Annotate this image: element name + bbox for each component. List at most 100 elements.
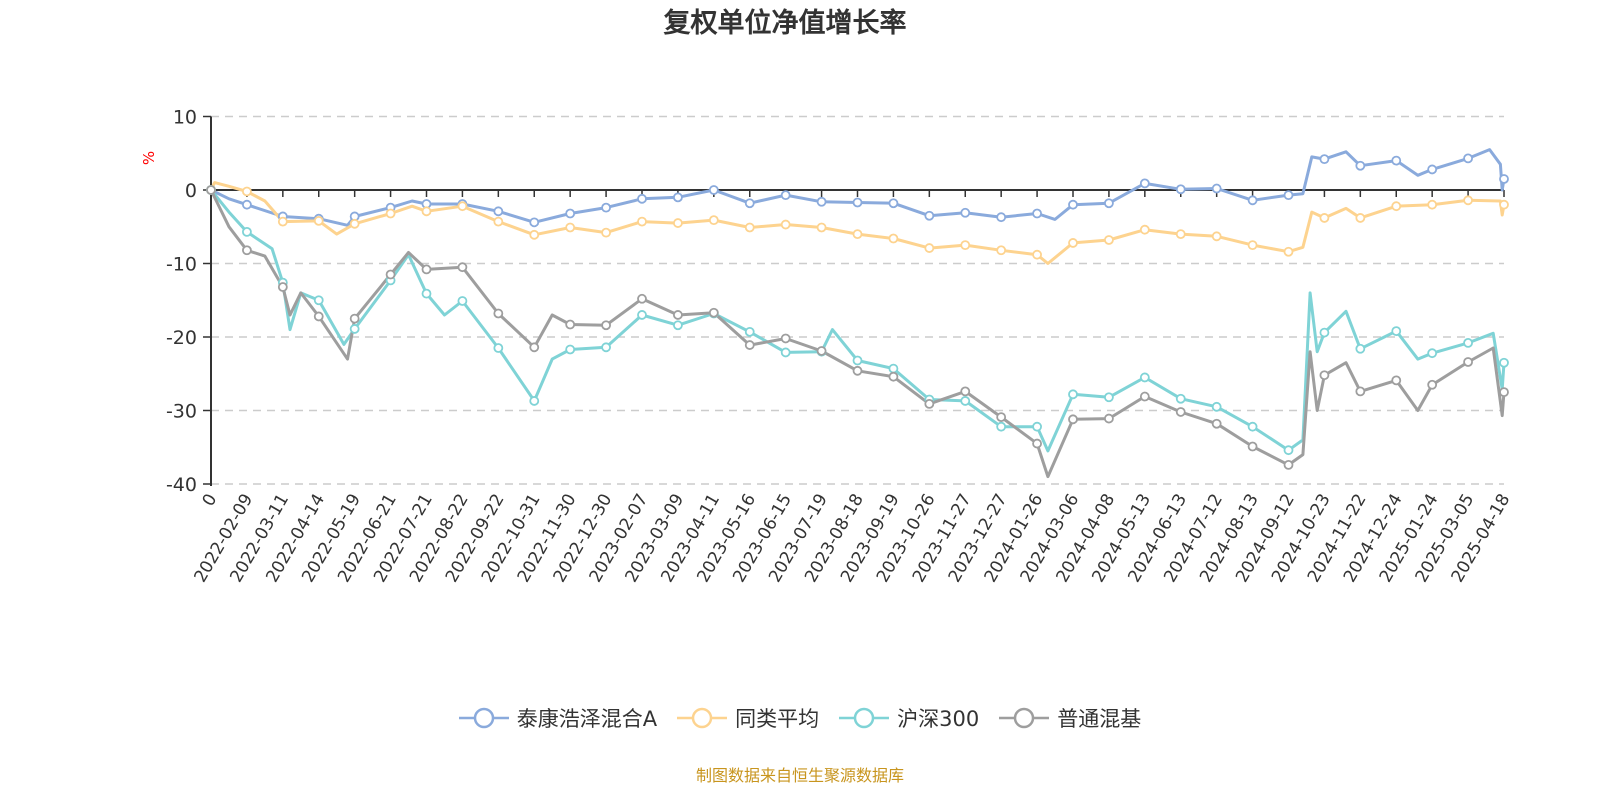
- data-point-marker: [421, 288, 432, 299]
- data-point-marker: [888, 371, 899, 382]
- series-line-3: [209, 189, 1506, 479]
- data-point-marker: [960, 207, 971, 218]
- data-point-marker: [960, 396, 971, 406]
- y-tick-label: 0: [185, 180, 197, 202]
- data-point-marker: [421, 264, 432, 275]
- data-point-marker: [960, 240, 971, 251]
- data-point-marker: [349, 313, 360, 324]
- data-point-marker: [708, 185, 719, 195]
- legend-line-circle-icon: [999, 707, 1050, 729]
- data-point-marker: [1032, 421, 1042, 432]
- legend-item[interactable]: 同类平均: [677, 703, 819, 733]
- data-point-marker: [277, 216, 288, 227]
- data-point-marker: [1175, 229, 1186, 240]
- data-point-marker: [996, 412, 1007, 423]
- data-point-marker: [349, 324, 360, 334]
- data-point-marker: [1391, 375, 1402, 386]
- data-point-marker: [493, 206, 504, 217]
- data-point-marker: [1211, 418, 1222, 429]
- data-point-marker: [1068, 389, 1078, 400]
- data-point-marker: [1499, 199, 1509, 210]
- data-point-marker: [1139, 178, 1150, 189]
- data-point-marker: [1283, 445, 1294, 456]
- data-point-marker: [565, 222, 576, 233]
- data-point-marker: [457, 201, 468, 212]
- legend-item[interactable]: 普通混基: [999, 703, 1141, 733]
- legend-label: 普通混基: [1057, 707, 1142, 731]
- data-point-marker: [493, 343, 504, 353]
- data-point-marker: [1068, 238, 1078, 248]
- data-point-marker: [1283, 190, 1294, 201]
- data-point-marker: [780, 219, 791, 230]
- data-point-marker: [673, 218, 683, 228]
- data-point-marker: [349, 218, 360, 229]
- data-point-marker: [744, 326, 755, 337]
- legend-label: 沪深300: [897, 707, 980, 731]
- data-point-marker: [924, 210, 935, 221]
- data-point-marker: [1427, 199, 1438, 210]
- data-point-marker: [565, 319, 576, 330]
- data-point-marker: [924, 398, 935, 409]
- y-tick-label: -40: [166, 474, 197, 496]
- data-point-marker: [529, 229, 540, 240]
- data-point-marker: [744, 198, 755, 209]
- data-point-marker: [744, 222, 755, 233]
- data-point-marker: [1355, 160, 1366, 171]
- data-point-marker: [780, 333, 791, 344]
- data-point-marker: [1211, 231, 1222, 242]
- data-point-marker: [1319, 213, 1330, 223]
- data-point-marker: [1391, 201, 1402, 212]
- data-point-marker: [852, 229, 863, 240]
- data-point-marker: [1247, 240, 1258, 251]
- data-point-marker: [888, 363, 899, 374]
- legend-line-circle-icon: [839, 707, 890, 729]
- data-point-marker: [1463, 153, 1473, 164]
- data-point-marker: [852, 197, 863, 208]
- data-point-marker: [888, 233, 899, 244]
- data-point-marker: [1319, 154, 1330, 165]
- data-point-marker: [1175, 393, 1186, 404]
- data-point-marker: [1427, 348, 1438, 359]
- data-point-marker: [242, 245, 252, 256]
- data-point-marker: [242, 226, 252, 237]
- data-point-marker: [1463, 357, 1473, 367]
- data-point-marker: [1032, 208, 1042, 219]
- data-point-marker: [385, 208, 396, 219]
- data-point-marker: [1032, 438, 1042, 449]
- x-tick-label: 0: [199, 491, 222, 510]
- data-point-marker: [457, 296, 468, 306]
- data-point-marker: [816, 222, 827, 233]
- data-point-marker: [1319, 370, 1330, 381]
- data-point-marker: [529, 342, 540, 353]
- data-point-marker: [960, 386, 971, 397]
- data-point-marker: [708, 215, 719, 226]
- data-point-marker: [780, 190, 791, 201]
- data-point-marker: [1463, 337, 1473, 348]
- data-point-marker: [313, 295, 324, 306]
- data-point-marker: [1283, 459, 1294, 470]
- data-point-marker: [1032, 249, 1042, 260]
- data-point-marker: [816, 196, 827, 207]
- data-point-marker: [1283, 246, 1294, 257]
- data-point-marker: [996, 421, 1007, 432]
- data-point-marker: [1175, 184, 1186, 195]
- data-point-marker: [816, 346, 827, 356]
- data-point-marker: [637, 193, 647, 204]
- data-point-marker: [1068, 414, 1078, 425]
- series-line-2: [209, 189, 1506, 453]
- legend-item[interactable]: 泰康浩泽混合A: [458, 703, 657, 733]
- data-point-marker: [1247, 421, 1258, 432]
- data-point-marker: [277, 282, 288, 292]
- data-point-marker: [313, 215, 324, 226]
- data-point-marker: [1499, 357, 1509, 368]
- data-point-marker: [637, 293, 647, 304]
- data-point-marker: [529, 396, 540, 406]
- data-point-marker: [1247, 441, 1258, 452]
- data-point-marker: [744, 340, 755, 350]
- data-point-marker: [565, 344, 576, 355]
- data-point-marker: [385, 269, 396, 280]
- legend-item[interactable]: 沪深300: [839, 703, 979, 733]
- data-point-marker: [1391, 326, 1402, 337]
- legend: 泰康浩泽混合A 同类平均 沪深300 普通混基: [0, 703, 1600, 733]
- data-point-marker: [673, 320, 683, 331]
